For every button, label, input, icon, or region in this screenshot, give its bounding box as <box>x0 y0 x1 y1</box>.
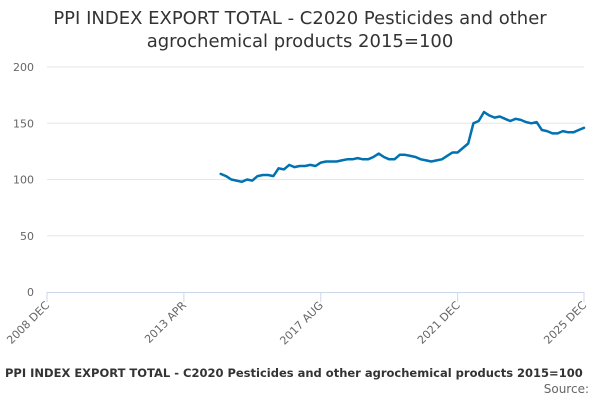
y-tick-label: 50 <box>20 230 34 243</box>
chart-caption: PPI INDEX EXPORT TOTAL - C2020 Pesticide… <box>5 366 583 380</box>
y-tick-label: 200 <box>13 61 34 74</box>
source-label: Source: <box>543 382 589 396</box>
series-line-0 <box>219 110 586 184</box>
y-axis-ticks: 0 50 100 150 200 <box>13 61 34 299</box>
x-tick-label: 2013 APR <box>142 299 189 346</box>
x-tick-label: 2017 AUG <box>277 299 326 348</box>
series-layer <box>219 110 586 184</box>
chart-title: PPI INDEX EXPORT TOTAL - C2020 Pesticide… <box>0 7 600 53</box>
x-tick-label: 2008 DEC <box>4 299 52 347</box>
y-tick-label: 0 <box>27 286 34 299</box>
x-axis: 2008 DEC 2013 APR 2017 AUG 2021 DEC 2025 DEC <box>4 292 589 347</box>
chart-title-line-2: agrochemical products 2015=100 <box>146 31 454 52</box>
gridlines <box>47 66 584 237</box>
y-tick-label: 100 <box>13 174 34 187</box>
x-tick-label: 2025 DEC <box>541 299 589 347</box>
x-tick-label: 2021 DEC <box>415 299 463 347</box>
chart-title-line-1: PPI INDEX EXPORT TOTAL - C2020 Pesticide… <box>53 8 547 29</box>
y-tick-label: 150 <box>13 117 34 130</box>
